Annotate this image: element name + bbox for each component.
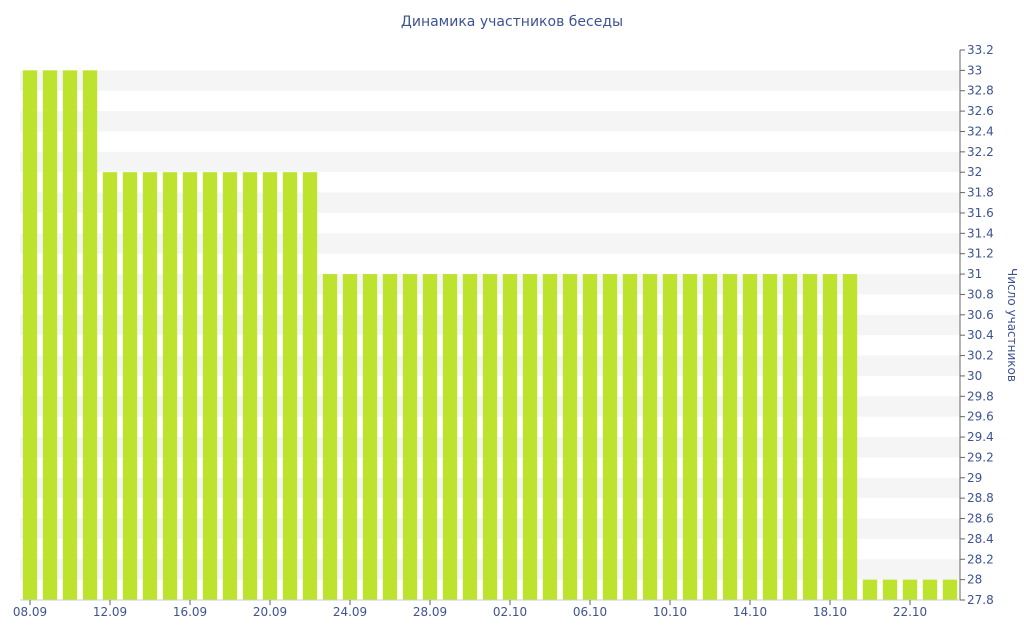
y-tick-label: 32.6 [967,104,994,118]
y-axis-label: Число участников [1005,268,1019,382]
y-tick-label: 28.2 [967,552,994,566]
y-tick-label: 31.6 [967,206,994,220]
bar[interactable] [822,274,838,600]
bar[interactable] [22,70,38,601]
grid-band [20,111,960,132]
y-tick-label: 31.4 [967,226,994,240]
y-tick-label: 31.2 [967,247,994,261]
y-tick-label: 28 [967,573,982,587]
bar[interactable] [302,172,318,600]
bar[interactable] [662,274,678,600]
bar[interactable] [722,274,738,600]
bar[interactable] [262,172,278,600]
y-tick-label: 32 [967,165,982,179]
bar[interactable] [82,70,98,601]
y-tick-label: 29.6 [967,410,994,424]
x-tick-label: 12.09 [93,605,127,619]
bar[interactable] [442,274,458,600]
bar[interactable] [402,274,418,600]
x-tick-label: 28.09 [413,605,447,619]
y-tick-label: 28.6 [967,512,994,526]
x-tick-label: 08.09 [13,605,47,619]
y-tick-label: 29.4 [967,430,994,444]
x-tick-label: 22.10 [893,605,927,619]
grid-band [20,233,960,254]
grid-band [20,192,960,213]
bar[interactable] [222,172,238,600]
y-tick-label: 32.4 [967,124,994,138]
grid-band [20,70,960,91]
x-tick-label: 10.10 [653,605,687,619]
y-tick-label: 31.8 [967,186,994,200]
x-tick-label: 06.10 [573,605,607,619]
y-tick-label: 29 [967,471,982,485]
bar[interactable] [422,274,438,600]
bar[interactable] [122,172,138,600]
y-tick-label: 30.2 [967,349,994,363]
bar[interactable] [522,274,538,600]
bar[interactable] [882,579,898,600]
y-tick-label: 30 [967,369,982,383]
x-tick-label: 24.09 [333,605,367,619]
grid-band [20,151,960,173]
y-tick-label: 27.8 [967,593,994,607]
bar[interactable] [182,172,198,600]
bar[interactable] [602,274,618,600]
y-tick-label: 30.8 [967,287,994,301]
bar[interactable] [582,274,598,600]
bar[interactable] [62,70,78,601]
x-tick-label: 16.09 [173,605,207,619]
y-tick-label: 31 [967,267,982,281]
y-tick-label: 32.8 [967,84,994,98]
bar[interactable] [362,274,378,600]
bar[interactable] [642,274,658,600]
y-tick-label: 30.4 [967,328,994,342]
bar[interactable] [682,274,698,600]
bar[interactable] [482,274,498,600]
bar[interactable] [382,274,398,600]
bar[interactable] [862,579,878,600]
bar[interactable] [342,274,358,600]
bar[interactable] [842,274,858,600]
bar[interactable] [562,274,578,600]
bar[interactable] [102,172,118,600]
x-tick-label: 02.10 [493,605,527,619]
bar[interactable] [942,579,958,600]
bar[interactable] [542,274,558,600]
bar[interactable] [42,70,58,601]
y-tick-label: 29.2 [967,450,994,464]
bar[interactable] [802,274,818,600]
y-tick-label: 30.6 [967,308,994,322]
bar[interactable] [322,274,338,600]
bar[interactable] [242,172,258,600]
y-tick-label: 32.2 [967,145,994,159]
y-tick-label: 33.2 [967,43,994,57]
x-tick-label: 18.10 [813,605,847,619]
bar[interactable] [502,274,518,600]
y-tick-label: 33 [967,63,982,77]
bar[interactable] [902,579,918,600]
bar[interactable] [762,274,778,600]
chart-title: Динамика участников беседы [400,14,624,30]
bar[interactable] [462,274,478,600]
x-tick-label: 20.09 [253,605,287,619]
bar[interactable] [162,172,178,600]
bar[interactable] [202,172,218,600]
bar[interactable] [922,579,938,600]
y-tick-label: 28.8 [967,491,994,505]
x-tick-label: 14.10 [733,605,767,619]
bar[interactable] [282,172,298,600]
bar[interactable] [702,274,718,600]
bar[interactable] [142,172,158,600]
y-tick-label: 28.4 [967,532,994,546]
bar[interactable] [622,274,638,600]
y-tick-label: 29.8 [967,389,994,403]
bar[interactable] [742,274,758,600]
bar[interactable] [782,274,798,600]
